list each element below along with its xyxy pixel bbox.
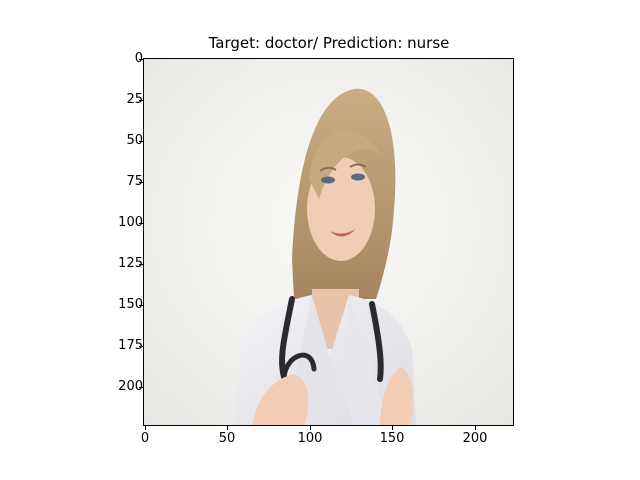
x-tick-label: 200 <box>462 431 488 446</box>
x-tick-mark <box>392 426 393 430</box>
y-tick-label: 150 <box>118 297 143 312</box>
x-tick-label: 150 <box>379 431 405 446</box>
y-tick-label: 125 <box>118 256 143 271</box>
plot-title: Target: doctor/ Prediction: nurse <box>208 34 450 52</box>
y-tick-label: 175 <box>118 338 143 353</box>
y-tick-mark <box>139 59 143 60</box>
x-tick-mark <box>145 426 146 430</box>
y-tick-mark <box>139 264 143 265</box>
x-tick-label: 50 <box>218 431 236 446</box>
x-tick-mark <box>475 426 476 430</box>
x-tick-mark <box>227 426 228 430</box>
x-tick-label: 100 <box>297 431 323 446</box>
y-tick-label: 100 <box>118 215 143 230</box>
y-tick-mark <box>139 182 143 183</box>
y-tick-label: 200 <box>118 379 143 394</box>
x-tick-label: 0 <box>140 431 150 446</box>
y-tick-mark <box>139 141 143 142</box>
image-axes <box>143 58 514 426</box>
y-tick-label: 25 <box>126 92 143 107</box>
y-tick-mark <box>139 305 143 306</box>
y-tick-mark <box>139 100 143 101</box>
y-tick-label: 75 <box>126 174 143 189</box>
y-tick-label: 50 <box>126 133 143 148</box>
x-tick-mark <box>310 426 311 430</box>
y-tick-label: 0 <box>135 52 143 66</box>
y-tick-mark <box>139 387 143 388</box>
y-tick-mark <box>139 346 143 347</box>
y-tick-mark <box>139 223 143 224</box>
photo-doctor-with-stethoscope <box>144 59 513 425</box>
